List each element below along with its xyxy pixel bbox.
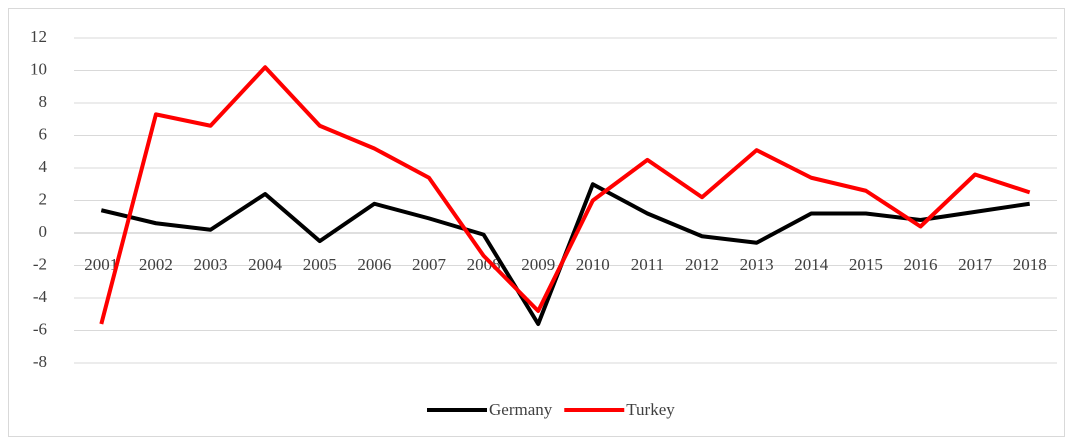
- y-tick-label: 2: [39, 189, 48, 208]
- legend-label: Germany: [489, 400, 553, 419]
- x-tick-label: 2002: [139, 255, 173, 274]
- y-tick-label: 6: [39, 124, 48, 143]
- y-tick-label: 4: [39, 157, 48, 176]
- series-line: [99, 65, 1031, 325]
- legend-label: Turkey: [626, 400, 675, 419]
- chart-frame: [8, 8, 1065, 437]
- y-tick-label: -8: [33, 352, 47, 371]
- y-tick-label: 10: [30, 59, 47, 78]
- x-tick-label: 2017: [958, 255, 993, 274]
- x-tick-label: 2005: [303, 255, 337, 274]
- x-tick-label: 2013: [740, 255, 774, 274]
- x-tick-label: 2018: [1013, 255, 1047, 274]
- y-tick-label: -6: [33, 319, 47, 338]
- x-tick-label: 2015: [849, 255, 883, 274]
- x-tick-label: 2008: [467, 255, 501, 274]
- x-tick-label: 2004: [248, 255, 283, 274]
- y-tick-label: 8: [39, 92, 48, 111]
- y-tick-label: -2: [33, 254, 47, 273]
- x-tick-label: 2006: [357, 255, 391, 274]
- x-tick-label: 2007: [412, 255, 447, 274]
- x-tick-label: 2016: [903, 255, 937, 274]
- y-tick-label: 12: [30, 27, 47, 46]
- y-tick-label: 0: [39, 222, 48, 241]
- x-tick-label: 2012: [685, 255, 719, 274]
- x-tick-label: 2010: [576, 255, 610, 274]
- x-tick-label: 2009: [521, 255, 555, 274]
- x-tick-label: 2014: [794, 255, 829, 274]
- x-tick-label: 2011: [631, 255, 664, 274]
- y-tick-label: -4: [33, 287, 48, 306]
- x-tick-label: 2003: [194, 255, 228, 274]
- x-tick-label: 2001: [84, 255, 118, 274]
